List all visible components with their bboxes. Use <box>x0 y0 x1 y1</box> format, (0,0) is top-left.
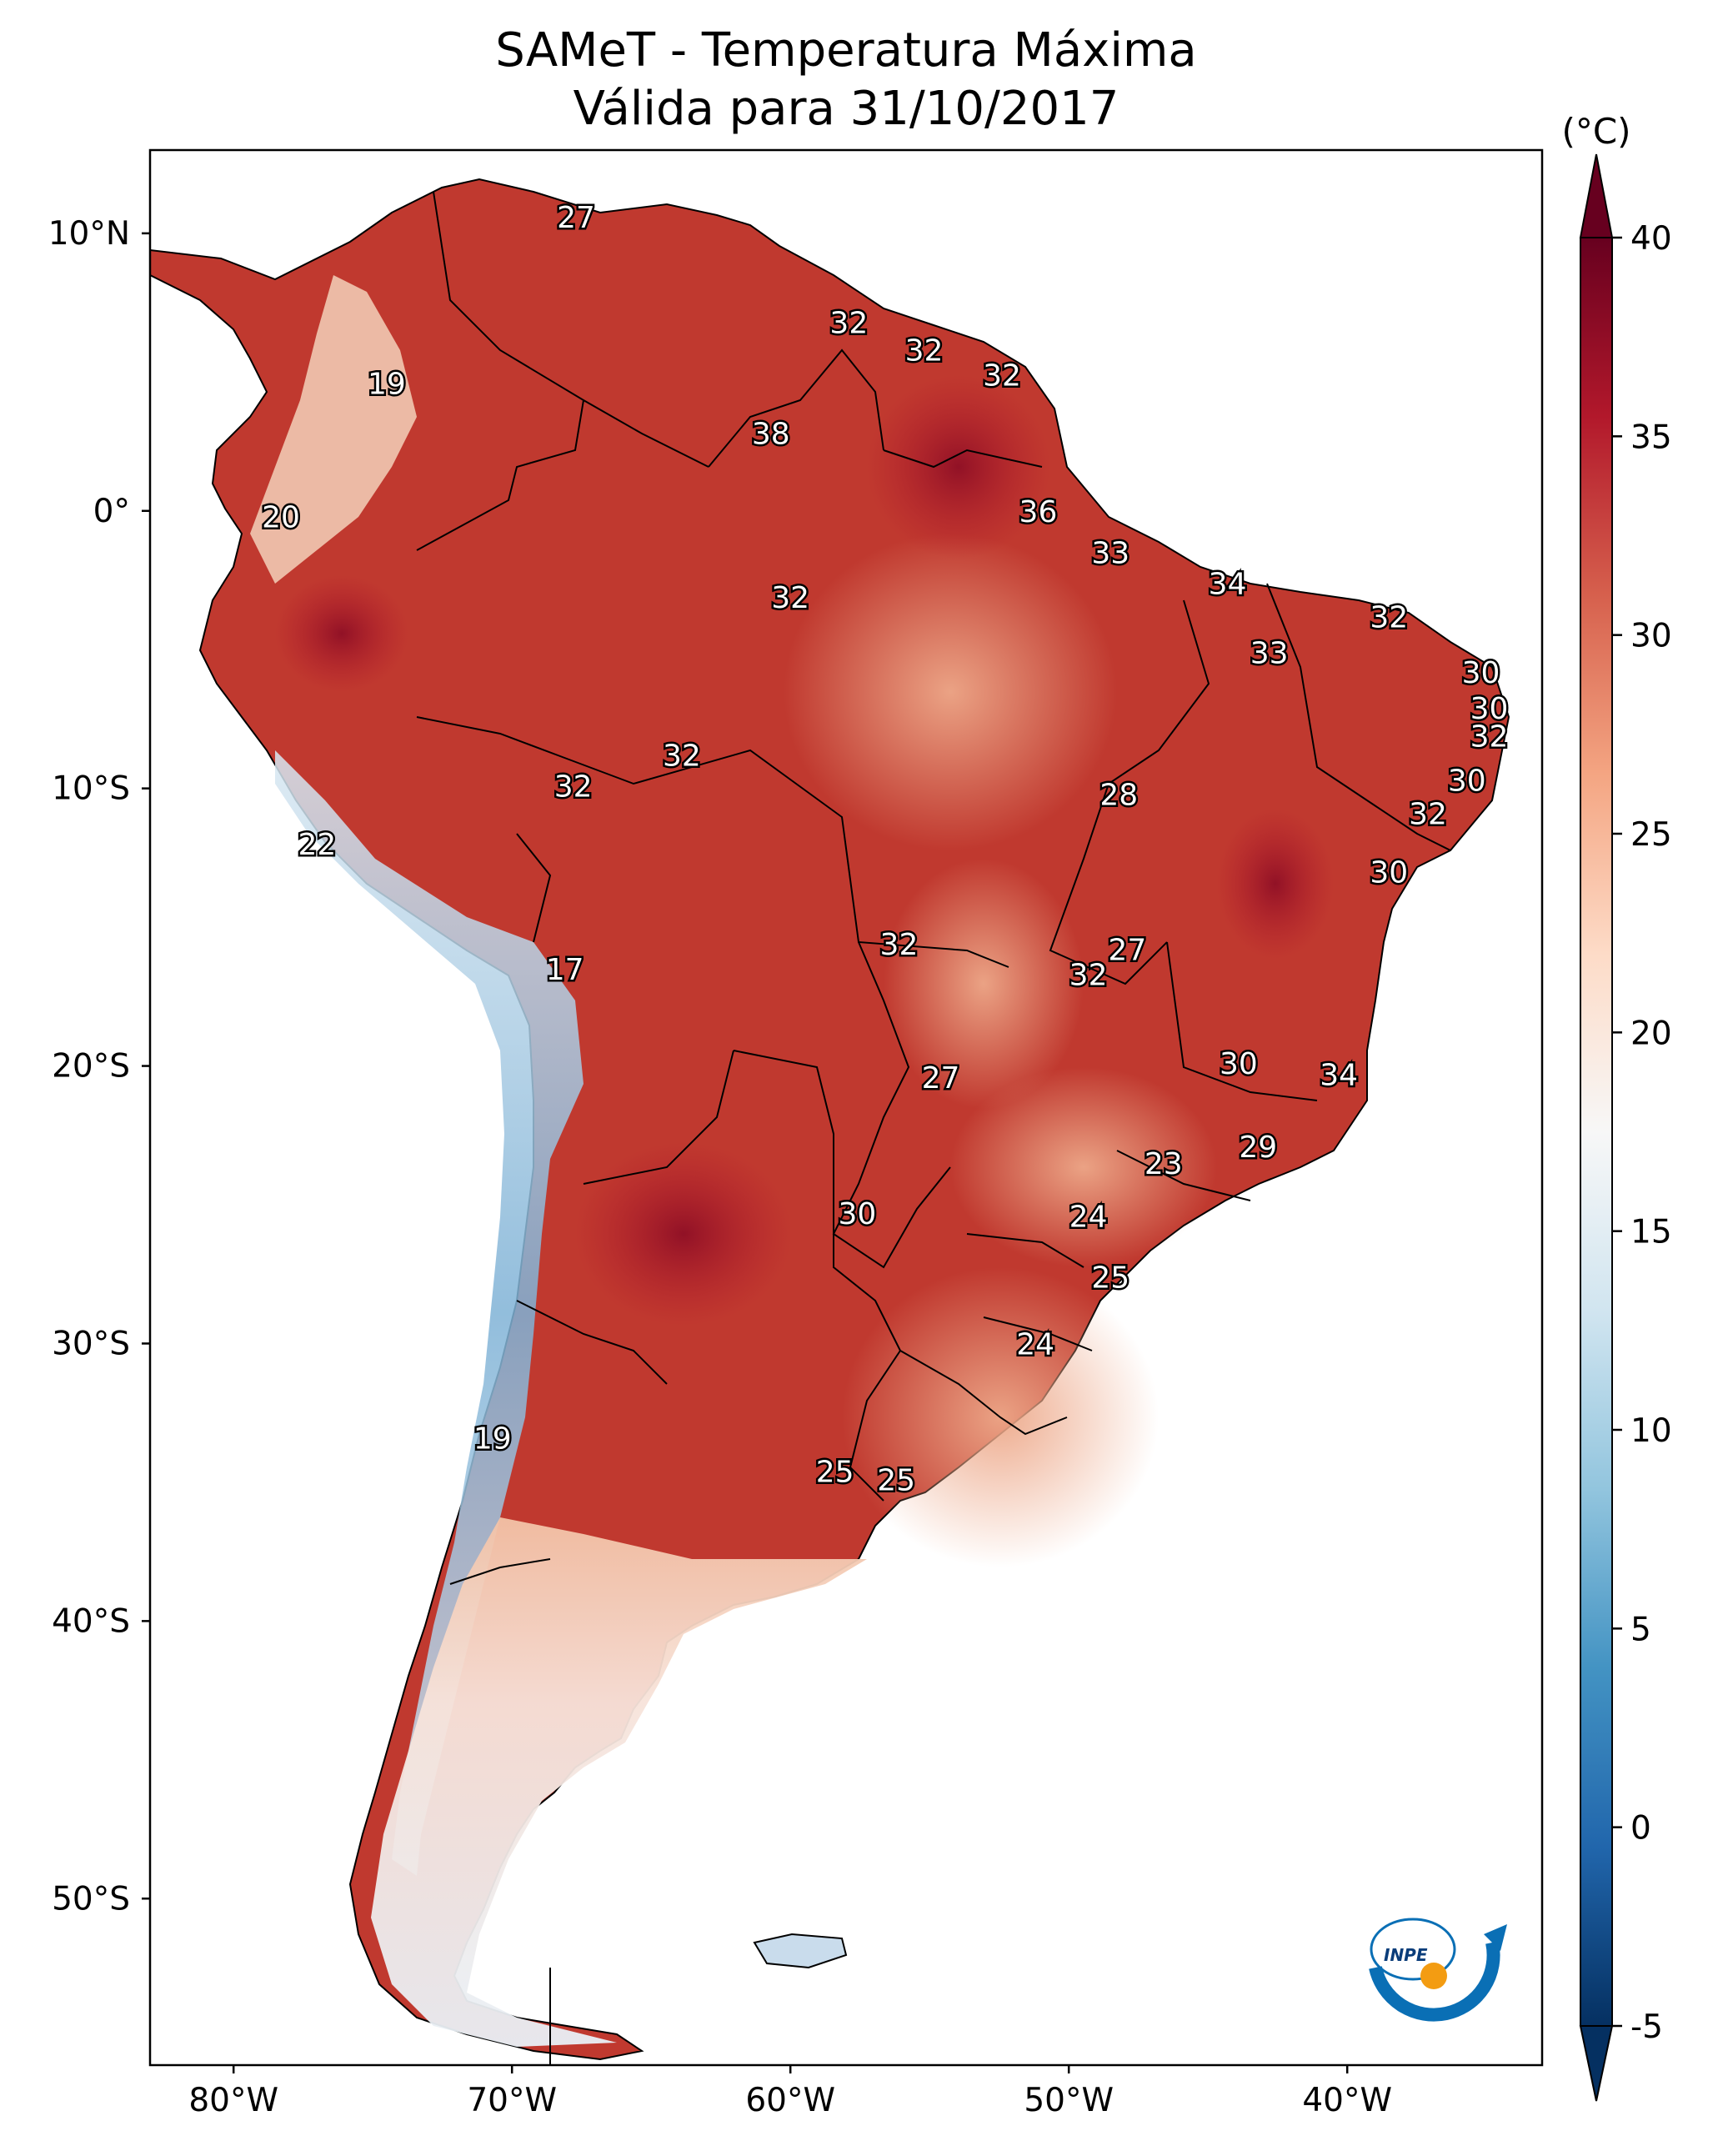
lat-tick-label: 50°S <box>52 1880 130 1918</box>
latitude-axis: 10°N 0° 10°S 20°S 30°S 40°S 50°S <box>48 215 150 1918</box>
colorbar-tick-label: 5 <box>1630 1611 1651 1648</box>
colorbar: 40 35 30 25 20 15 10 5 0 -5 (°C) <box>1561 111 1672 2102</box>
country-borders <box>416 191 1451 2065</box>
longitude-axis: 80°W 70°W 60°W 50°W 40°W <box>188 2065 1392 2119</box>
colorbar-tick-label: 40 <box>1630 220 1672 258</box>
temperature-label: 36 <box>1019 495 1058 529</box>
temperature-label: 20 <box>262 500 300 534</box>
temperature-label: 32 <box>905 334 944 369</box>
temperature-label: 23 <box>1144 1147 1183 1181</box>
temperature-label: 27 <box>557 201 595 235</box>
temperature-label: 32 <box>1409 798 1447 832</box>
map-title: SAMeT - Temperatura Máxima Válida para 3… <box>150 22 1542 138</box>
falkland-islands <box>753 1933 848 1969</box>
temperature-label: 30 <box>1220 1047 1258 1081</box>
temperature-label: 25 <box>816 1456 854 1490</box>
warm-patch-brazil-central <box>784 534 1117 850</box>
lat-tick-label: 30°S <box>52 1325 130 1362</box>
lat-tick-label: 10°S <box>52 770 130 808</box>
colorbar-bottom-extend <box>1579 2025 1614 2102</box>
hot-patch-guianas <box>867 375 1050 559</box>
temperature-label: 30 <box>1370 856 1408 890</box>
lon-tick-label: 60°W <box>745 2082 835 2119</box>
hot-patch-chaco <box>575 1142 792 1326</box>
temperature-label: 32 <box>829 306 868 340</box>
colorbar-tick-label: 10 <box>1630 1412 1672 1450</box>
temperature-label: 32 <box>1069 959 1108 993</box>
temperature-label: 32 <box>1470 720 1509 754</box>
colorbar-tick-label: 30 <box>1630 618 1672 655</box>
lon-tick-label: 70°W <box>467 2082 557 2119</box>
colorbar-body <box>1580 238 1612 2026</box>
title-line-2: Válida para 31/10/2017 <box>573 82 1119 136</box>
temperature-label: 32 <box>880 928 919 962</box>
temperature-label: 24 <box>1069 1200 1108 1234</box>
colorbar-tick-label: 15 <box>1630 1214 1672 1251</box>
temperature-label: 19 <box>368 368 406 402</box>
colorbar-tick-label: 0 <box>1630 1810 1651 1848</box>
temperature-label: 33 <box>1250 637 1289 671</box>
lon-tick-label: 80°W <box>188 2082 278 2119</box>
warm-patch-minas <box>950 1067 1217 1267</box>
lat-tick-label: 40°S <box>52 1602 130 1640</box>
temperature-label: 32 <box>554 770 593 804</box>
lon-tick-label: 40°W <box>1302 2082 1392 2119</box>
colorbar-tick-label: 35 <box>1630 419 1672 456</box>
temperature-label: 28 <box>1099 778 1138 812</box>
temperature-label: 34 <box>1209 567 1247 601</box>
colorbar-tick-label: -5 <box>1630 2008 1663 2046</box>
colombia-andes-cold <box>250 275 417 584</box>
temperature-label: 22 <box>298 828 336 862</box>
colorbar-frame <box>1580 237 1613 2027</box>
temperature-label: 29 <box>1239 1131 1277 1165</box>
lon-tick-label: 50°W <box>1024 2082 1114 2119</box>
temperature-label: 27 <box>922 1061 960 1096</box>
lat-tick-label: 20°S <box>52 1048 130 1086</box>
temperature-label: 25 <box>877 1464 915 1498</box>
andes-cold-band <box>275 750 584 1876</box>
temperature-label: 32 <box>663 740 701 774</box>
title-line-1: SAMeT - Temperatura Máxima <box>495 23 1197 78</box>
temperature-label: 32 <box>771 581 809 615</box>
temperature-label: 30 <box>1448 765 1486 799</box>
temperature-label: 32 <box>983 359 1021 394</box>
colorbar-unit: (°C) <box>1561 111 1630 152</box>
colorbar-top-extend <box>1579 153 1614 238</box>
colorbar-tick-label: 25 <box>1630 816 1672 854</box>
land-field <box>150 178 1510 2065</box>
colorbar-ticks: 40 35 30 25 20 15 10 5 0 -5 <box>1612 220 1672 2046</box>
colorbar-tick-label: 20 <box>1630 1015 1672 1052</box>
hot-patch-peru <box>275 575 408 692</box>
inpe-logo-text: INPE <box>1384 1945 1428 1965</box>
temperature-label: 25 <box>1091 1261 1129 1296</box>
temperature-label: 30 <box>1470 692 1509 726</box>
lat-tick-label: 10°N <box>48 215 130 253</box>
temperature-label: 30 <box>1462 656 1500 690</box>
hot-patch-bahia <box>1217 809 1334 959</box>
temperature-label: 34 <box>1320 1059 1358 1093</box>
temperature-label: 27 <box>1108 934 1146 968</box>
temperature-label: 19 <box>473 1422 512 1457</box>
temperature-label: 17 <box>546 953 584 987</box>
temperature-label: 24 <box>1016 1327 1054 1361</box>
temperature-label: 32 <box>1370 600 1408 634</box>
inpe-logo: INPE <box>1369 1918 1507 2022</box>
warm-patch-goias <box>884 859 1084 1109</box>
temperature-label: 33 <box>1091 537 1129 571</box>
temperature-label: 38 <box>752 418 790 452</box>
temperature-label: 30 <box>838 1197 876 1231</box>
map-frame <box>148 148 1544 2067</box>
lat-tick-label: 0° <box>93 493 130 530</box>
patagonia-field <box>371 1517 867 2047</box>
temperature-labels: 2719203232323836333432323330303230323032… <box>260 198 1510 1500</box>
